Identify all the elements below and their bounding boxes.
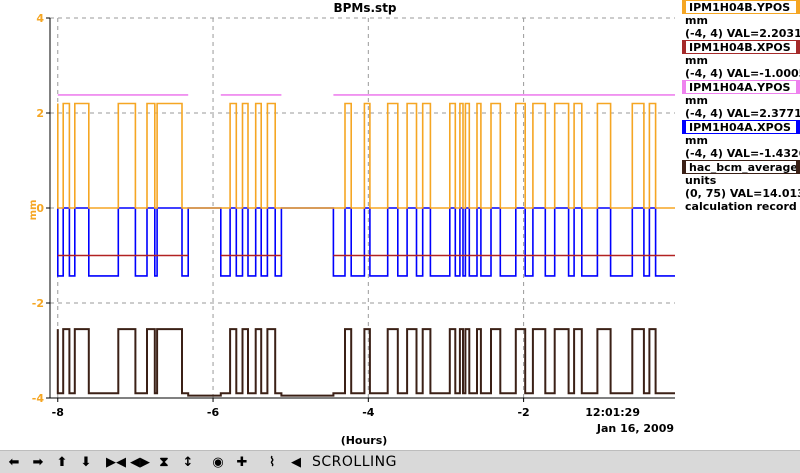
legend-units: mm: [685, 14, 708, 27]
expand-vertical-icon[interactable]: ⧗: [154, 453, 174, 471]
legend-title[interactable]: IPM1H04B.XPOS: [682, 40, 800, 54]
up-arrow-icon[interactable]: ⬆: [52, 453, 72, 471]
legend-entry-b-xpos[interactable]: IPM1H04B.XPOS mm (-4, 4) VAL=-1.0005: [680, 40, 800, 80]
legend-entry-bcm[interactable]: hac_bcm_average units (0, 75) VAL=14.013…: [680, 160, 800, 213]
legend-entry-a-ypos[interactable]: IPM1H04A.YPOS mm (-4, 4) VAL=2.37717: [680, 80, 800, 120]
legend-title[interactable]: IPM1H04A.YPOS: [682, 80, 800, 94]
record-icon[interactable]: ◉: [208, 453, 228, 471]
legend-units: units: [685, 174, 717, 187]
right-arrow-icon[interactable]: ➡: [28, 453, 48, 471]
y-tick-label: 2: [36, 107, 44, 120]
legend-units: mm: [685, 94, 708, 107]
x-tick-labels: -8 -6 -4 -2: [52, 398, 530, 419]
crosshair-icon[interactable]: ✚: [232, 453, 252, 471]
legend-entry-b-ypos[interactable]: IPM1H04B.YPOS mm (-4, 4) VAL=2.20317: [680, 0, 800, 40]
x-tick-label: -4: [362, 406, 375, 419]
compress-vertical-icon[interactable]: ↕: [178, 453, 198, 471]
legend: IPM1H04B.YPOS mm (-4, 4) VAL=2.20317 IPM…: [680, 0, 800, 213]
toolbar: ⬅ ➡ ⬆ ⬇ ▶◀ ◀▶ ⧗ ↕ ◉ ✚ ⌇ ◀ SCROLLING: [0, 450, 800, 473]
legend-range: (-4, 4) VAL=-1.4326: [685, 147, 800, 160]
legend-entry-a-xpos[interactable]: IPM1H04A.XPOS mm (-4, 4) VAL=-1.4326: [680, 120, 800, 160]
compress-horizontal-icon[interactable]: ◀▶: [130, 453, 150, 471]
legend-note: calculation record: [685, 200, 797, 213]
legend-range: (-4, 4) VAL=2.20317: [685, 27, 800, 40]
date-label: Jan 16, 2009: [596, 422, 674, 435]
strip-chart[interactable]: BPMs.stp 4 2 0 -2 -4 -8 -6 -4 -2 mm 12:01:29 Ja…: [0, 0, 800, 450]
legend-units: mm: [685, 54, 708, 67]
x-tick-label: -2: [517, 406, 529, 419]
legend-title[interactable]: IPM1H04B.YPOS: [682, 0, 800, 14]
undo-icon[interactable]: ◀: [286, 453, 306, 471]
y-tick-label: -4: [32, 392, 45, 405]
series-line-IPM1H04B.YPOS: [57, 102, 675, 209]
stripchart-icon[interactable]: ⌇: [262, 453, 282, 471]
legend-range: (0, 75) VAL=14.0130: [685, 187, 800, 200]
left-arrow-icon[interactable]: ⬅: [4, 453, 24, 471]
expand-horizontal-icon[interactable]: ▶◀: [106, 453, 126, 471]
legend-range: (-4, 4) VAL=-1.0005: [685, 67, 800, 80]
y-tick-label: 4: [36, 12, 44, 25]
legend-title[interactable]: IPM1H04A.XPOS: [682, 120, 800, 134]
down-arrow-icon[interactable]: ⬇: [76, 453, 96, 471]
chart-title: BPMs.stp: [333, 1, 396, 15]
time-label: 12:01:29: [585, 406, 640, 419]
y-tick-labels: 4 2 0 -2 -4: [32, 12, 50, 405]
y-axis-label: mm: [28, 200, 39, 221]
x-axis-label: (Hours): [341, 434, 388, 447]
series-line-hac_bcm_average: [56, 328, 675, 397]
legend-range: (-4, 4) VAL=2.37717: [685, 107, 800, 120]
x-tick-label: -6: [207, 406, 220, 419]
y-tick-label: -2: [32, 297, 44, 310]
x-tick-label: -8: [52, 406, 64, 419]
legend-title[interactable]: hac_bcm_average: [682, 160, 800, 174]
status-label: SCROLLING: [312, 454, 397, 470]
y-tick-label: 0: [36, 202, 44, 215]
legend-units: mm: [685, 134, 708, 147]
plot-traces: [56, 94, 675, 397]
